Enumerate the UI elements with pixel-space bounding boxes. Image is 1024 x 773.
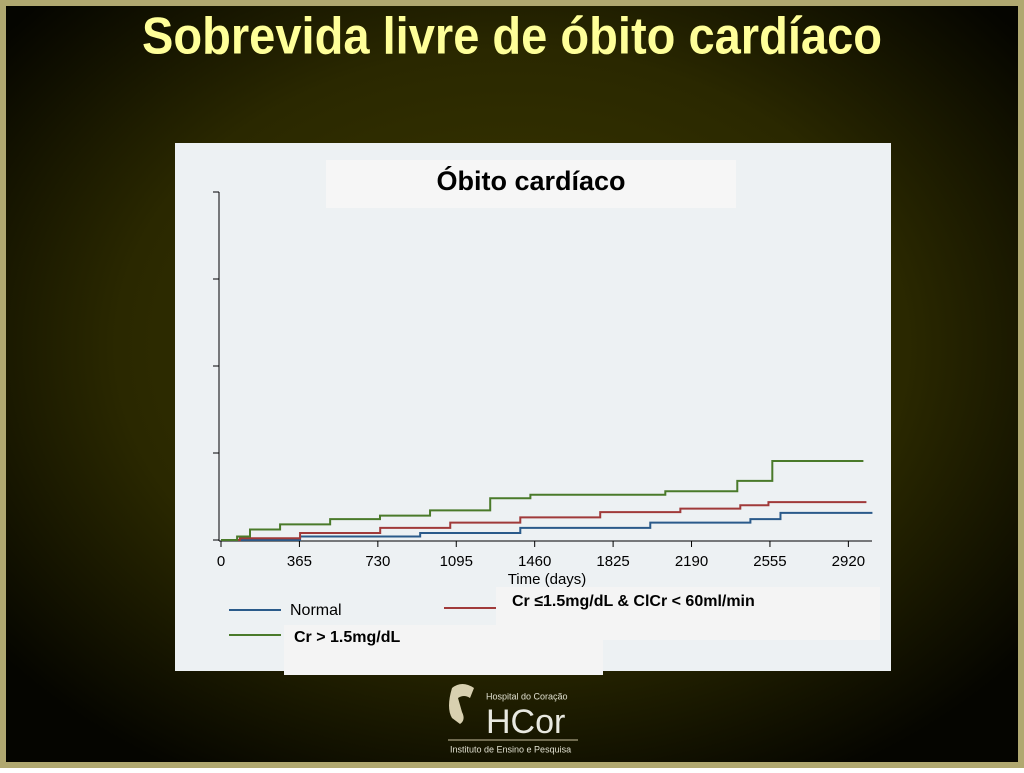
series-line (221, 511, 873, 541)
legend-label-box (284, 625, 603, 675)
x-tick-label: 2920 (832, 553, 865, 570)
x-tick-label: 1825 (596, 553, 629, 570)
logo-bottom: Instituto de Ensino e Pesquisa (450, 744, 571, 754)
series-line (221, 460, 864, 541)
logo-icon (449, 684, 474, 724)
chart-title: Óbito cardíaco (436, 165, 625, 196)
x-tick-label: 1095 (440, 553, 473, 570)
x-tick-label: 730 (365, 553, 390, 570)
x-tick-label: 2190 (675, 553, 708, 570)
legend-label: Cr > 1.5mg/dL (294, 629, 400, 646)
slide-title: Sobrevida livre de óbito cardíaco (142, 8, 882, 66)
chart-panel (175, 143, 891, 671)
logo-top: Hospital do Coração (486, 691, 568, 701)
x-tick-label: 0 (217, 553, 225, 570)
x-tick-label: 1460 (518, 553, 551, 570)
series-line (221, 501, 867, 541)
logo: Hospital do Coração HCor Instituto de En… (448, 684, 578, 754)
x-tick-label: 365 (287, 553, 312, 570)
title-box (326, 160, 736, 208)
legend: Normal Cr ≤1.5mg/dL & ClCr < 60ml/min Cr >… (229, 587, 880, 675)
legend-label: Cr ≤1.5mg/dL & ClCr < 60ml/min (512, 593, 755, 610)
logo-name: HCor (486, 703, 565, 741)
x-axis-label: Time (days) (508, 571, 587, 588)
plot: 0 365 730 1095 1460 1825 2190 2555 2920 (213, 191, 873, 570)
x-tick-label: 2555 (753, 553, 786, 570)
legend-label: Normal (290, 602, 342, 619)
